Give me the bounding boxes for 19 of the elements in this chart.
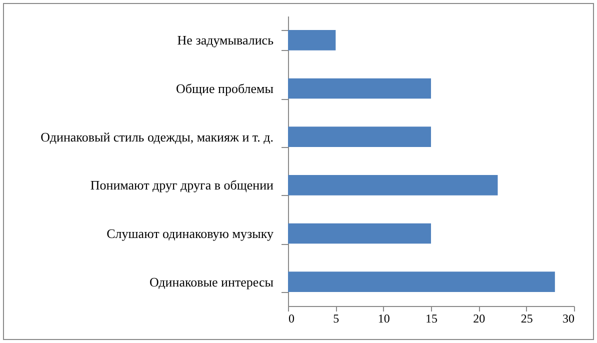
x-tick-label: 5 — [333, 312, 340, 326]
bar — [288, 175, 498, 196]
x-tick-label: 25 — [520, 312, 533, 326]
y-tick-label: Не задумывались — [177, 32, 274, 48]
y-tick-label: Понимают друг друга в общении — [90, 178, 274, 193]
bar — [288, 126, 431, 147]
bar — [288, 223, 431, 244]
x-tick-label: 20 — [473, 312, 486, 326]
bar — [288, 78, 431, 99]
y-tick-label: Общие проблемы — [176, 81, 274, 96]
y-tick-label: Слушают одинаковую музыку — [106, 226, 274, 241]
x-tick-label: 10 — [378, 312, 390, 326]
y-tick-label: Одинаковый стиль одежды, макияж и т. д. — [40, 129, 274, 144]
x-tick-label: 0 — [288, 312, 294, 326]
x-tick-label: 30 — [562, 312, 574, 326]
bar — [288, 30, 336, 50]
bar — [288, 272, 555, 292]
y-tick-label: Одинаковые интересы — [149, 274, 274, 290]
x-tick-label: 15 — [426, 312, 438, 326]
